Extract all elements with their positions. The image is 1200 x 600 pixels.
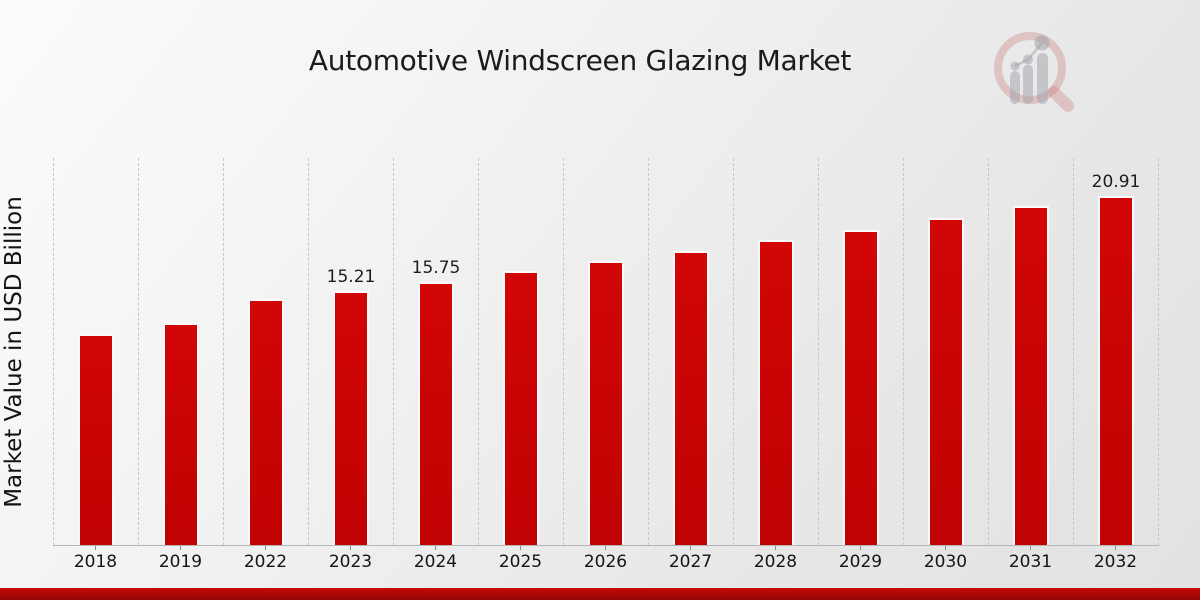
x-tick-label: 2025 — [498, 552, 543, 572]
x-axis-cell: 2029 — [818, 546, 903, 572]
bar-cell — [988, 158, 1073, 545]
bar — [758, 239, 794, 545]
bar — [588, 261, 624, 545]
bar-cell: 20.91 — [1073, 158, 1158, 545]
x-axis-tick — [435, 546, 436, 550]
x-axis-cell: 2018 — [53, 546, 138, 572]
bar — [673, 251, 709, 545]
bar-cell — [138, 158, 223, 545]
x-axis-cell: 2027 — [648, 546, 733, 572]
bar-value-label: 20.91 — [1091, 172, 1141, 193]
x-axis-cell: 2026 — [563, 546, 648, 572]
bar-cell — [53, 158, 138, 545]
bar-cell — [818, 158, 903, 545]
y-axis-label: Market Value in USD Billion — [1, 196, 27, 508]
x-tick-label: 2031 — [1008, 552, 1053, 572]
x-axis-cell: 2022 — [223, 546, 308, 572]
x-axis-tick — [775, 546, 776, 550]
x-axis-tick — [520, 546, 521, 550]
bar-cell — [733, 158, 818, 545]
bar-cell: 15.21 — [308, 158, 393, 545]
bar — [843, 229, 879, 545]
bar — [1013, 205, 1049, 545]
bar-cell — [478, 158, 563, 545]
bar-cell — [648, 158, 733, 545]
bar-value-label: 15.75 — [411, 258, 461, 279]
x-tick-label: 2024 — [413, 552, 458, 572]
x-axis-cell: 2032 — [1073, 546, 1158, 572]
x-tick-label: 2023 — [328, 552, 373, 572]
bar-cell: 15.75 — [393, 158, 478, 545]
x-tick-label: 2027 — [668, 552, 713, 572]
x-tick-label: 2030 — [923, 552, 968, 572]
footer-accent-bar — [0, 588, 1200, 600]
x-axis-tick — [180, 546, 181, 550]
x-axis-tick — [1115, 546, 1116, 550]
bar-value-label: 15.21 — [326, 267, 376, 288]
bar — [78, 334, 114, 545]
x-tick-label: 2028 — [753, 552, 798, 572]
bar — [928, 217, 964, 545]
market-research-future-logo-icon — [994, 32, 1074, 112]
x-axis-tick — [350, 546, 351, 550]
bar — [1098, 196, 1134, 545]
x-axis-cell: 2024 — [393, 546, 478, 572]
chart-title: Automotive Windscreen Glazing Market — [308, 44, 852, 77]
x-axis-tick — [265, 546, 266, 550]
x-axis-tick — [945, 546, 946, 550]
x-axis-tick — [690, 546, 691, 550]
x-axis: 2018 2019 2022 2023 2024 2025 2026 2027 2028 2029… — [53, 546, 1158, 572]
x-axis-tick — [1030, 546, 1031, 550]
x-tick-label: 2019 — [158, 552, 203, 572]
x-axis-cell: 2019 — [138, 546, 223, 572]
bar — [418, 282, 454, 545]
x-axis-cell: 2031 — [988, 546, 1073, 572]
x-axis-cell: 2025 — [478, 546, 563, 572]
bar-cell — [223, 158, 308, 545]
x-tick-label: 2029 — [838, 552, 883, 572]
bar — [503, 271, 539, 545]
plot-area: 15.21 15.75 20.91 — [53, 158, 1159, 546]
x-axis-cell: 2023 — [308, 546, 393, 572]
x-tick-label: 2018 — [73, 552, 118, 572]
x-axis-cell: 2030 — [903, 546, 988, 572]
bar — [248, 299, 284, 545]
x-axis-cell: 2028 — [733, 546, 818, 572]
x-axis-tick — [95, 546, 96, 550]
bar — [333, 291, 369, 545]
x-tick-label: 2032 — [1093, 552, 1138, 572]
x-tick-label: 2026 — [583, 552, 628, 572]
bar-cell — [903, 158, 988, 545]
x-tick-label: 2022 — [243, 552, 288, 572]
bar — [163, 323, 199, 545]
x-axis-tick — [605, 546, 606, 550]
bar-cell — [563, 158, 648, 545]
x-axis-tick — [860, 546, 861, 550]
